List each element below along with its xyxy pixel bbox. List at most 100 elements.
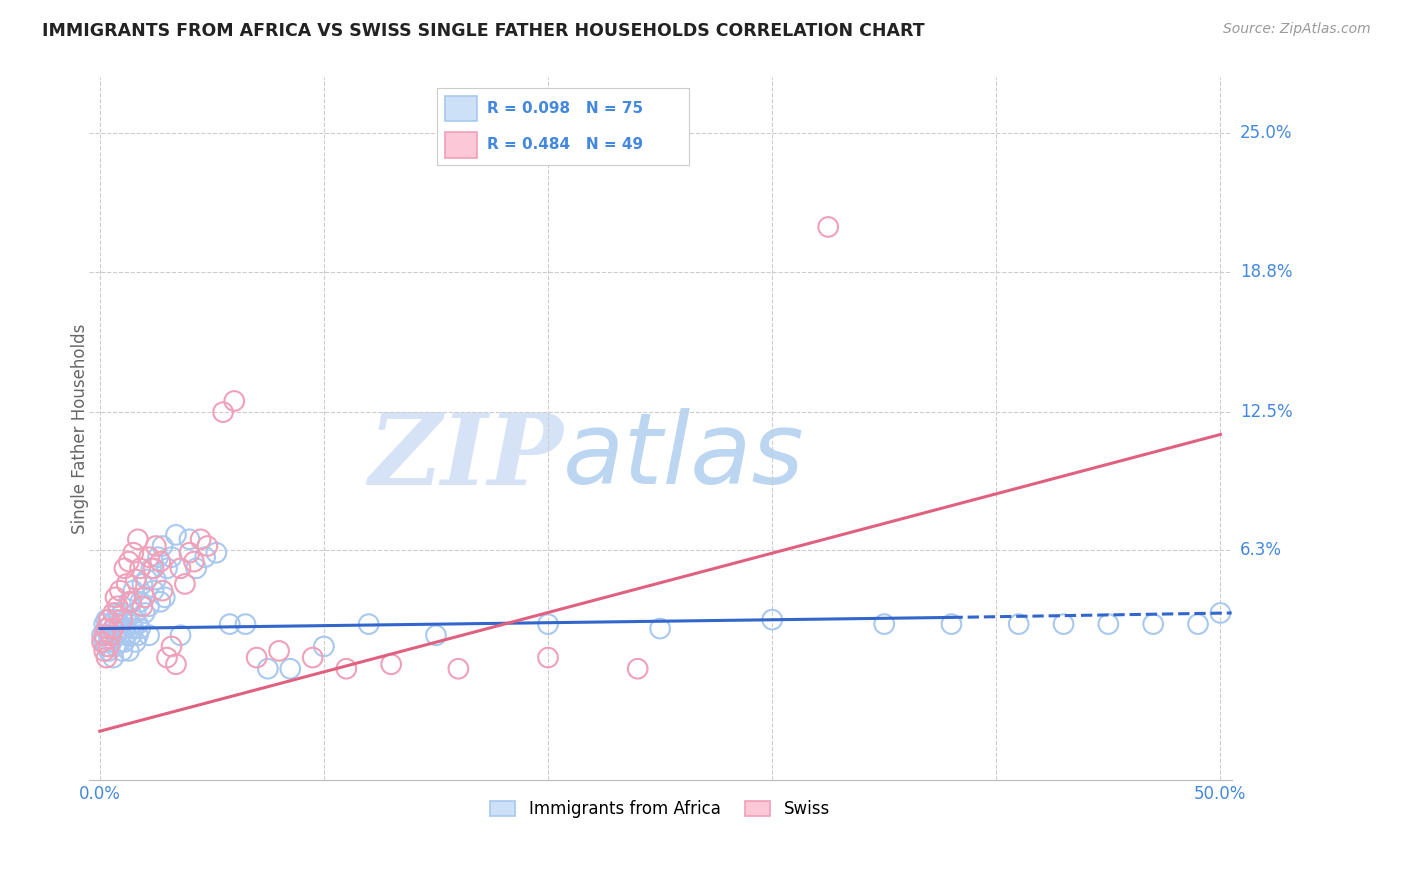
- Point: [149, 595, 172, 609]
- Point: [129, 595, 152, 609]
- Point: [153, 591, 176, 605]
- Y-axis label: Single Father Households: Single Father Households: [72, 324, 89, 534]
- Point: [205, 546, 228, 560]
- Point: [212, 405, 235, 419]
- Point: [97, 628, 120, 642]
- Legend: Immigrants from Africa, Swiss: Immigrants from Africa, Swiss: [484, 793, 837, 825]
- Point: [138, 550, 160, 565]
- Point: [104, 613, 127, 627]
- Point: [183, 555, 205, 569]
- Point: [145, 573, 167, 587]
- Point: [447, 662, 470, 676]
- Point: [115, 628, 138, 642]
- Point: [145, 539, 167, 553]
- Point: [195, 539, 218, 553]
- Point: [111, 613, 134, 627]
- Point: [1209, 606, 1232, 620]
- Point: [134, 606, 156, 620]
- Point: [218, 617, 240, 632]
- Point: [224, 394, 246, 409]
- Point: [1052, 617, 1074, 632]
- Text: 12.5%: 12.5%: [1240, 403, 1292, 421]
- Point: [108, 617, 131, 632]
- Point: [118, 555, 141, 569]
- Point: [149, 555, 172, 569]
- Point: [111, 606, 134, 620]
- Point: [104, 640, 127, 654]
- Point: [156, 561, 179, 575]
- Point: [138, 599, 160, 614]
- Point: [93, 635, 115, 649]
- Text: 18.8%: 18.8%: [1240, 262, 1292, 281]
- Point: [100, 617, 122, 632]
- Point: [96, 613, 118, 627]
- Point: [246, 650, 269, 665]
- Point: [278, 662, 301, 676]
- Point: [267, 644, 290, 658]
- Point: [941, 617, 963, 632]
- Point: [103, 622, 125, 636]
- Point: [174, 577, 197, 591]
- Point: [97, 640, 120, 654]
- Point: [129, 561, 152, 575]
- Point: [104, 591, 127, 605]
- Point: [114, 561, 136, 575]
- Point: [142, 561, 165, 575]
- Text: Source: ZipAtlas.com: Source: ZipAtlas.com: [1223, 22, 1371, 37]
- Point: [96, 622, 118, 636]
- Point: [108, 583, 131, 598]
- Point: [100, 628, 122, 642]
- Point: [648, 622, 671, 636]
- Point: [103, 622, 125, 636]
- Point: [169, 561, 191, 575]
- Point: [120, 617, 142, 632]
- Point: [108, 635, 131, 649]
- Point: [537, 617, 560, 632]
- Point: [425, 628, 447, 642]
- Point: [190, 533, 212, 547]
- Point: [160, 640, 183, 654]
- Point: [165, 528, 187, 542]
- Text: ZIP: ZIP: [368, 409, 562, 505]
- Point: [103, 650, 125, 665]
- Point: [91, 635, 114, 649]
- Point: [107, 606, 129, 620]
- Point: [135, 573, 157, 587]
- Point: [124, 606, 146, 620]
- Point: [118, 595, 141, 609]
- Point: [114, 635, 136, 649]
- Point: [380, 657, 402, 672]
- Text: 25.0%: 25.0%: [1240, 124, 1292, 142]
- Point: [152, 583, 174, 598]
- Point: [873, 617, 896, 632]
- Point: [152, 539, 174, 553]
- Point: [122, 583, 145, 598]
- Text: atlas: atlas: [562, 409, 804, 506]
- Point: [142, 583, 165, 598]
- Point: [96, 640, 118, 654]
- Text: IMMIGRANTS FROM AFRICA VS SWISS SINGLE FATHER HOUSEHOLDS CORRELATION CHART: IMMIGRANTS FROM AFRICA VS SWISS SINGLE F…: [42, 22, 925, 40]
- Point: [118, 644, 141, 658]
- Point: [1008, 617, 1031, 632]
- Point: [141, 561, 163, 575]
- Point: [129, 622, 152, 636]
- Point: [107, 622, 129, 636]
- Point: [131, 577, 153, 591]
- Point: [169, 628, 191, 642]
- Point: [124, 573, 146, 587]
- Point: [96, 650, 118, 665]
- Point: [124, 635, 146, 649]
- Point: [120, 595, 142, 609]
- Point: [138, 628, 160, 642]
- Point: [107, 599, 129, 614]
- Point: [257, 662, 280, 676]
- Point: [1142, 617, 1164, 632]
- Point: [122, 546, 145, 560]
- Point: [93, 617, 115, 632]
- Point: [194, 550, 217, 565]
- Point: [104, 628, 127, 642]
- Point: [357, 617, 380, 632]
- Point: [179, 546, 201, 560]
- Point: [115, 577, 138, 591]
- Point: [179, 533, 201, 547]
